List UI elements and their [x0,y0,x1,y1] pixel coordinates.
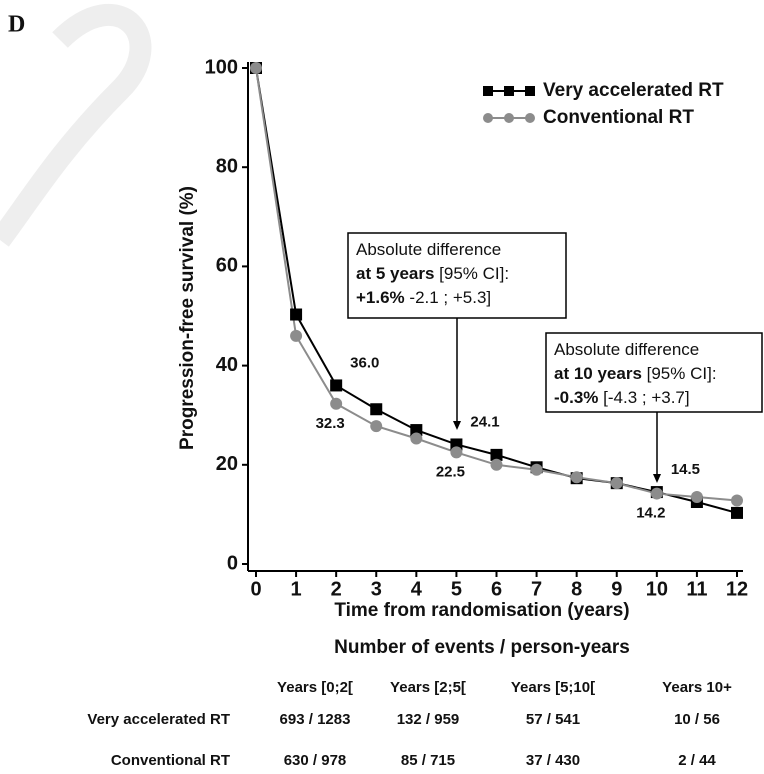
data-label: 22.5 [436,463,465,480]
marker [290,329,303,342]
table-cell: 57 / 541 [526,711,580,728]
x-tick-label: 7 [531,578,542,600]
x-tick-label: 12 [726,578,748,600]
arrow-head [653,474,661,483]
annotation-segment: -0.3% [554,388,598,407]
legend-marker [504,86,514,96]
y-axis-title: Progression-free survival (%) [177,186,198,450]
decoration [0,3,152,247]
y-tick-label: 60 [216,255,238,277]
data-label: 14.5 [671,461,700,478]
marker [570,471,583,484]
table-cell: 693 / 1283 [280,711,351,728]
x-tick-label: 9 [611,578,622,600]
annotation-segment: -2.1 ; +5.3] [405,288,491,307]
arrow-head [453,421,461,430]
annotation-segment: at 5 years [356,264,434,283]
marker [731,494,743,507]
marker [410,432,423,445]
data-label: 36.0 [350,354,379,371]
y-tick-label: 40 [216,354,238,376]
x-tick-label: 10 [646,578,668,600]
annotation-text: at 10 years [95% CI]: [554,364,717,383]
marker [610,477,623,490]
table-cell: 132 / 959 [397,711,460,728]
x-tick-label: 5 [451,578,462,600]
annotation-segment: at 10 years [554,364,642,383]
annotation-text: Absolute difference [356,240,501,259]
annotation-box [545,332,763,413]
table-header: Years 10+ [662,679,732,696]
annotation-segment: [-4.3 ; +3.7] [598,388,689,407]
marker [731,506,743,519]
marker [250,62,262,74]
marker [450,446,463,459]
annotation-text: at 5 years [95% CI]: [356,264,509,283]
table-header: Years [2;5[ [390,679,466,696]
x-axis-title: Time from randomisation (years) [334,600,629,621]
table-cell: 630 / 978 [284,752,347,769]
marker [330,379,343,392]
row-label: Very accelerated RT [87,711,230,728]
legend-marker [525,113,535,123]
x-tick-label: 0 [250,578,261,600]
marker [650,487,663,500]
marker [690,491,703,504]
y-tick-label: 0 [227,552,238,574]
x-tick-label: 3 [371,578,382,600]
legend-marker [525,86,535,96]
marker [290,308,303,321]
annotation-text: -0.3% [-4.3 ; +3.7] [554,388,690,407]
marker [330,397,343,410]
legend-label: Very accelerated RT [543,80,724,101]
data-label: 14.2 [636,505,665,522]
data-label: 24.1 [470,413,499,430]
annotation-segment: Absolute difference [356,240,501,259]
x-tick-label: 1 [291,578,302,600]
table-header: Years [5;10[ [511,679,595,696]
marker [370,420,383,433]
panel-label: D [8,12,25,38]
legend-marker [504,113,514,123]
annotation-text: Absolute difference [554,340,699,359]
legend-label: Conventional RT [543,107,694,128]
x-tick-label: 2 [331,578,342,600]
x-tick-label: 4 [411,578,423,600]
marker [530,463,543,476]
table-cell: 85 / 715 [401,752,455,769]
x-tick-label: 8 [571,578,582,600]
annotation-segment: [95% CI]: [642,364,717,383]
marker [490,458,503,471]
y-tick-label: 80 [216,155,238,177]
data-label: 32.3 [316,415,345,432]
legend-marker [483,86,493,96]
x-tick-label: 6 [491,578,502,600]
row-label: Conventional RT [111,752,230,769]
table-cell: 2 / 44 [678,752,716,769]
marker [490,448,503,461]
y-tick-label: 20 [216,453,238,475]
table-title: Number of events / person-years [334,637,630,658]
annotation-box [347,232,567,319]
annotation-text: +1.6% -2.1 ; +5.3] [356,288,491,307]
y-tick-label: 100 [205,56,238,78]
table-cell: 37 / 430 [526,752,580,769]
table-cell: 10 / 56 [674,711,720,728]
marker [370,403,383,416]
annotation-segment: +1.6% [356,288,405,307]
legend-marker [483,113,493,123]
x-tick-label: 11 [686,578,707,600]
annotation-segment: [95% CI]: [434,264,509,283]
table-header: Years [0;2[ [277,679,353,696]
marker [410,424,423,437]
annotation-segment: Absolute difference [554,340,699,359]
